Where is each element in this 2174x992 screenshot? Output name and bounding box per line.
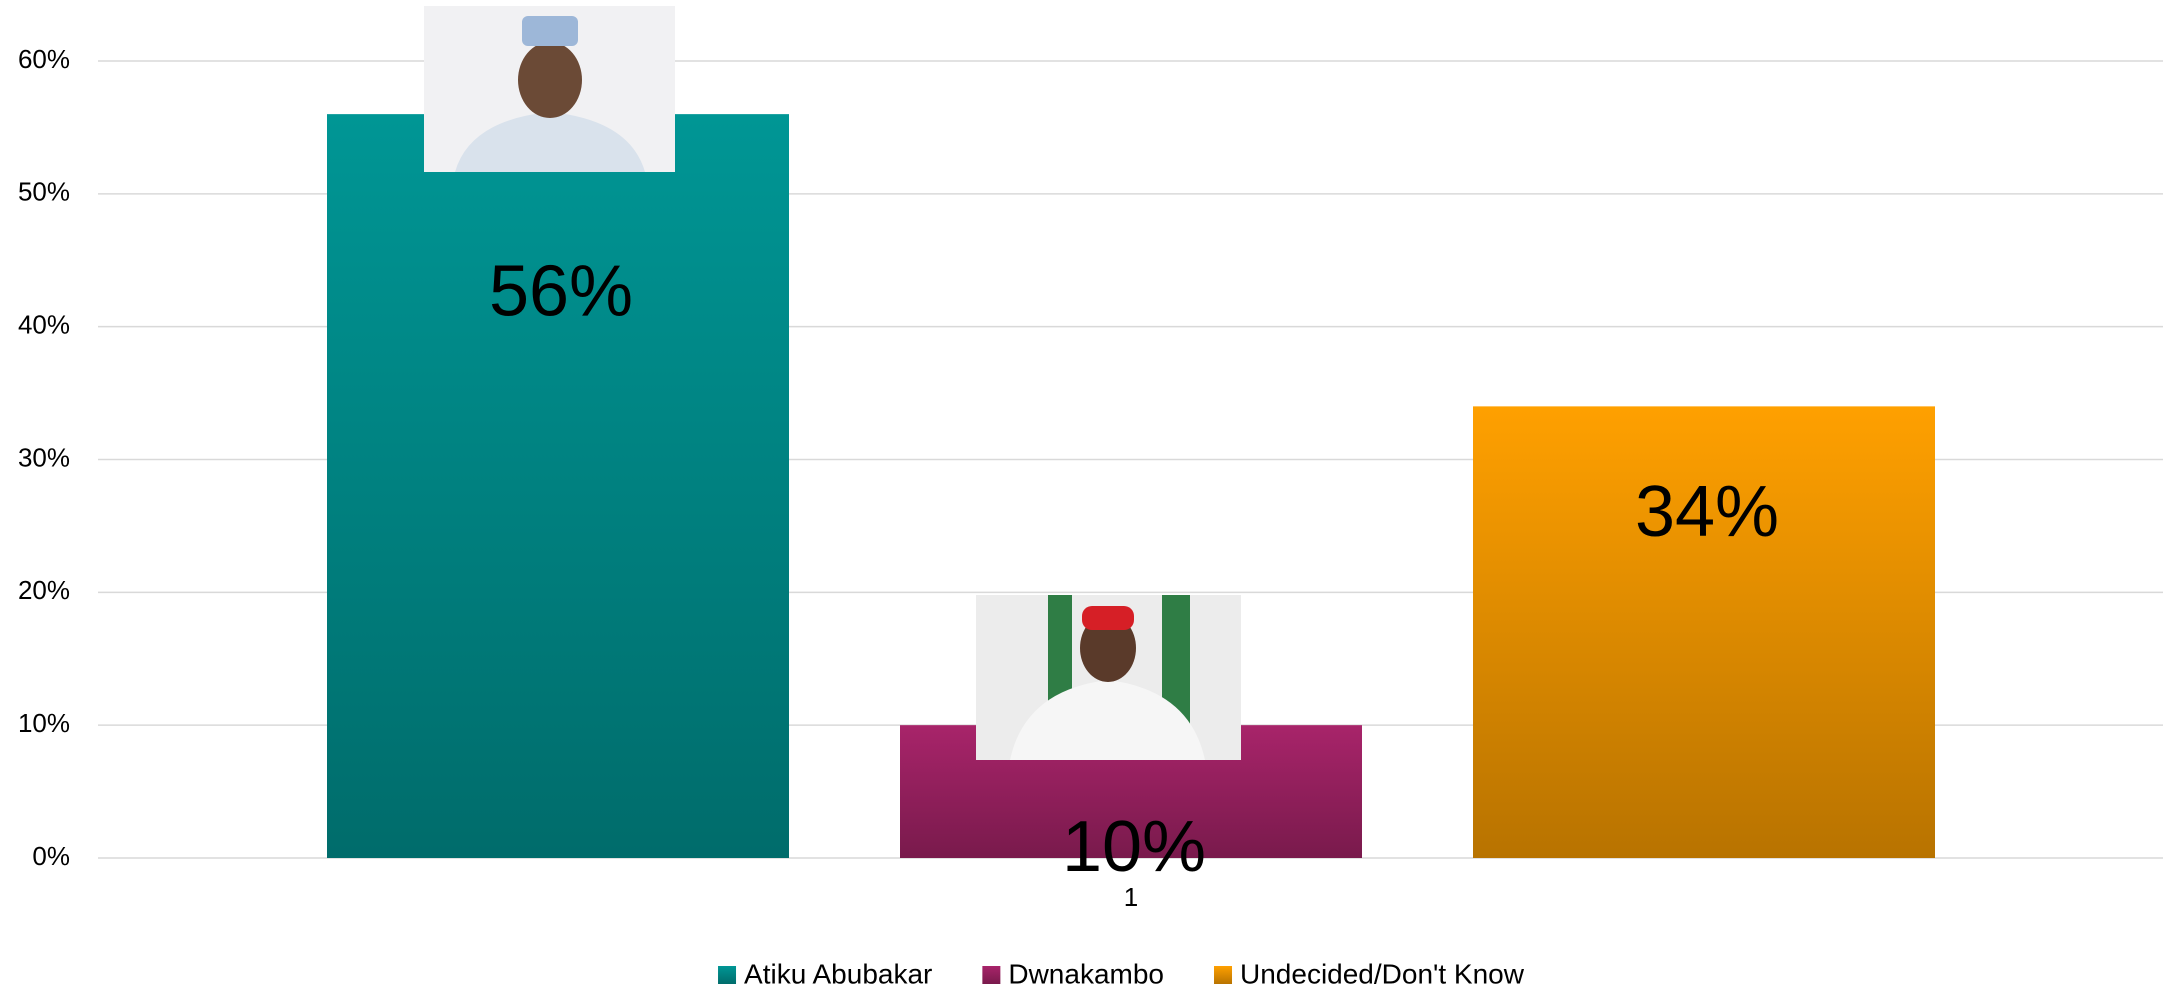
page: {"chart_data": { "type": "bar", "categor… bbox=[0, 0, 2174, 992]
legend-swatch bbox=[718, 966, 736, 984]
data-label: 34% bbox=[1635, 472, 1779, 552]
bar bbox=[327, 114, 789, 858]
legend-label: Atiku Abubakar bbox=[744, 958, 932, 989]
candidate-photo bbox=[424, 6, 675, 172]
y-tick-label: 40% bbox=[18, 310, 70, 340]
y-tick-label: 50% bbox=[18, 177, 70, 207]
legend-swatch bbox=[982, 966, 1000, 984]
legend: Atiku Abubakar Dwnakambo Undecided/Don't K… bbox=[718, 958, 1525, 989]
legend-swatch bbox=[1214, 966, 1232, 984]
data-label: 10% bbox=[1062, 807, 1206, 887]
y-tick-label: 30% bbox=[18, 442, 70, 472]
data-label: 56% bbox=[489, 251, 633, 331]
y-tick-label: 20% bbox=[18, 575, 70, 605]
candidate-photo bbox=[976, 595, 1241, 760]
legend-label: Dwnakambo bbox=[1008, 958, 1164, 989]
legend-label: Undecided/Don't Know bbox=[1240, 958, 1525, 989]
chart: 0%10%20%30%40%50%60% 156%10%34% Atiku Ab… bbox=[0, 0, 2174, 992]
y-tick-label: 60% bbox=[18, 44, 70, 74]
y-tick-label: 10% bbox=[18, 708, 70, 738]
y-tick-label: 0% bbox=[32, 841, 70, 871]
